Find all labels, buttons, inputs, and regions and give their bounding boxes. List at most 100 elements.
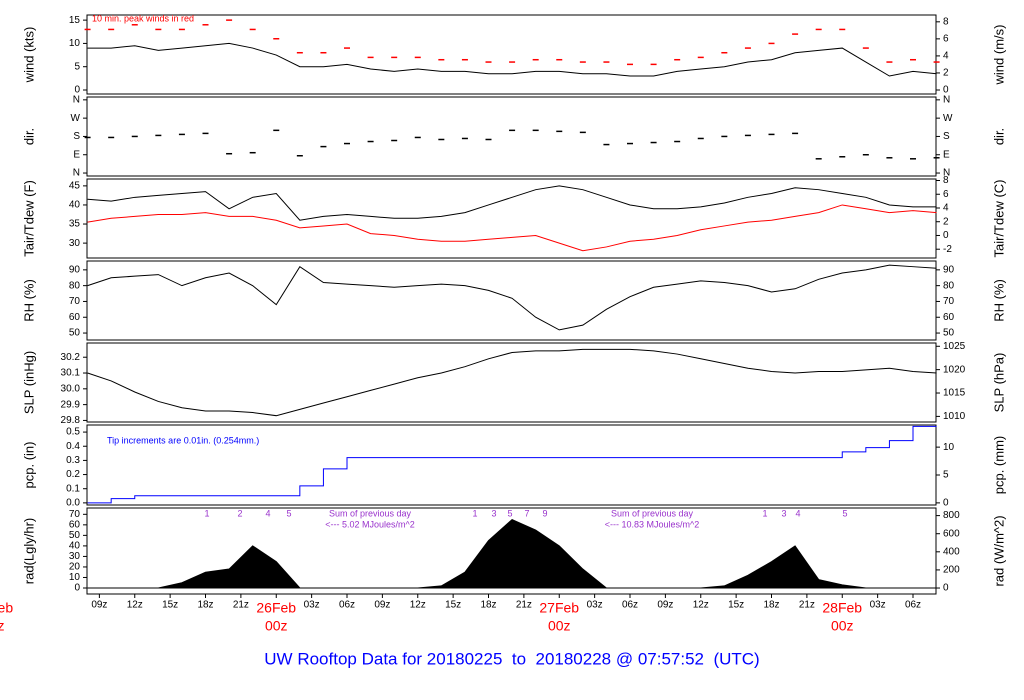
x-tick-label: 03z (587, 600, 603, 611)
y-tick-label: W (71, 113, 81, 124)
y-tick-label: 30.2 (61, 352, 81, 363)
hour-marker: 5 (842, 508, 847, 518)
panel-frame (86, 178, 937, 259)
y2-tick-label: 90 (943, 264, 955, 275)
y2-tick-label: 0 (943, 230, 949, 241)
y2-tick-label: 70 (943, 296, 955, 307)
y2-tick-label: E (943, 149, 950, 160)
data-line (87, 264, 937, 331)
chart-title: UW Rooftop Data for 20180225 to 20180228… (264, 649, 759, 668)
panel-frame (86, 96, 937, 177)
hour-marker: 7 (524, 508, 529, 518)
hour-marker: 5 (507, 508, 512, 518)
x-tick-label: 18z (763, 600, 779, 611)
x-tick-label: 03z (304, 600, 320, 611)
y2-tick-label: 1015 (943, 388, 966, 399)
y2-axis-label: rad (W/m^2) (991, 515, 1006, 586)
y-tick-label: 0.4 (66, 441, 80, 452)
panel-frame (86, 424, 937, 506)
y-tick-label: 0.3 (66, 455, 80, 466)
y2-tick-label: 400 (943, 546, 960, 557)
y2-axis-label: pcp. (mm) (991, 436, 1006, 495)
x-tick-label: 12z (410, 600, 426, 611)
y-tick-label: 29.9 (61, 399, 81, 410)
date-label: 26Feb (256, 600, 296, 616)
y-axis-label: Tair/Tdew (F) (21, 180, 36, 257)
annotation: <--- 10.83 MJoules/m^2 (605, 519, 700, 529)
y2-axis-label: SLP (hPa) (991, 353, 1006, 413)
x-tick-label: 09z (374, 600, 390, 611)
hour-marker: 9 (542, 508, 547, 518)
y-tick-label: 0.2 (66, 469, 80, 480)
data-line (87, 185, 937, 221)
y-tick-label: 0 (74, 85, 80, 96)
x-tick-label: 00z (265, 618, 288, 634)
x-tick-label: 00z (0, 618, 5, 634)
y2-tick-label: 4 (943, 51, 949, 62)
hour-marker: 1 (472, 508, 477, 518)
x-tick-label: 06z (339, 600, 355, 611)
date-label: 27Feb (539, 600, 579, 616)
y-tick-label: 70 (69, 509, 81, 520)
y-axis-label: dir. (21, 128, 36, 145)
y-tick-label: S (73, 131, 80, 142)
y-tick-label: 40 (69, 541, 81, 552)
y2-tick-label: 0 (943, 498, 949, 509)
hour-marker: 3 (491, 508, 496, 518)
y2-tick-label: N (943, 168, 950, 179)
y-tick-label: 20 (69, 562, 81, 573)
y2-tick-label: 60 (943, 312, 955, 323)
panel-frame (86, 507, 937, 595)
y2-axis-label: dir. (991, 128, 1006, 145)
y2-tick-label: 1025 (943, 341, 966, 352)
y-tick-label: 30 (69, 238, 81, 249)
y2-tick-label: 600 (943, 528, 960, 539)
y2-axis-label: wind (m/s) (991, 25, 1006, 86)
data-line (87, 42, 937, 77)
x-tick-label: 21z (516, 600, 532, 611)
y-tick-label: 29.8 (61, 415, 81, 426)
data-area (87, 518, 937, 589)
hour-marker: 4 (795, 508, 800, 518)
y2-tick-label: 1010 (943, 411, 966, 422)
y2-tick-label: 2 (943, 216, 949, 227)
hour-marker: 5 (286, 508, 291, 518)
hour-marker: 1 (762, 508, 767, 518)
hour-marker: 3 (781, 508, 786, 518)
data-line (87, 348, 937, 417)
x-tick-label: 09z (91, 600, 107, 611)
y-tick-label: E (73, 149, 80, 160)
y-axis-label: wind (kts) (21, 27, 36, 84)
y2-tick-label: 8 (943, 16, 949, 27)
hour-marker: 2 (237, 508, 242, 518)
x-tick-label: 12z (127, 600, 143, 611)
y2-tick-label: 8 (943, 175, 949, 186)
hour-marker: 1 (204, 508, 209, 518)
x-tick-label: 06z (905, 600, 921, 611)
y-tick-label: 40 (69, 200, 81, 211)
panel-frame (86, 14, 937, 95)
y2-tick-label: 6 (943, 189, 949, 200)
annotation: Tip increments are 0.01in. (0.254mm.) (107, 435, 259, 445)
y2-tick-label: 4 (943, 203, 949, 214)
y-tick-label: 60 (69, 519, 81, 530)
panel-frame (86, 342, 937, 423)
y-axis-label: pcp. (in) (21, 442, 36, 489)
y-tick-label: 0 (74, 583, 80, 594)
x-tick-label: 15z (162, 600, 178, 611)
y-tick-label: 0.5 (66, 427, 80, 438)
y-tick-label: 5 (74, 61, 80, 72)
x-tick-label: 15z (445, 600, 461, 611)
x-tick-label: 15z (728, 600, 744, 611)
y-tick-label: 0.1 (66, 483, 80, 494)
y2-tick-label: 5 (943, 470, 949, 481)
y-tick-label: 30 (69, 551, 81, 562)
y-tick-label: 45 (69, 181, 81, 192)
y2-tick-label: 800 (943, 510, 960, 521)
x-tick-label: 00z (831, 618, 854, 634)
annotation: 10 min. peak winds in red (92, 13, 194, 23)
x-tick-label: 00z (548, 618, 571, 634)
y2-tick-label: N (943, 94, 950, 105)
y-tick-label: 0.0 (66, 498, 80, 509)
y-axis-label: RH (%) (21, 279, 36, 322)
